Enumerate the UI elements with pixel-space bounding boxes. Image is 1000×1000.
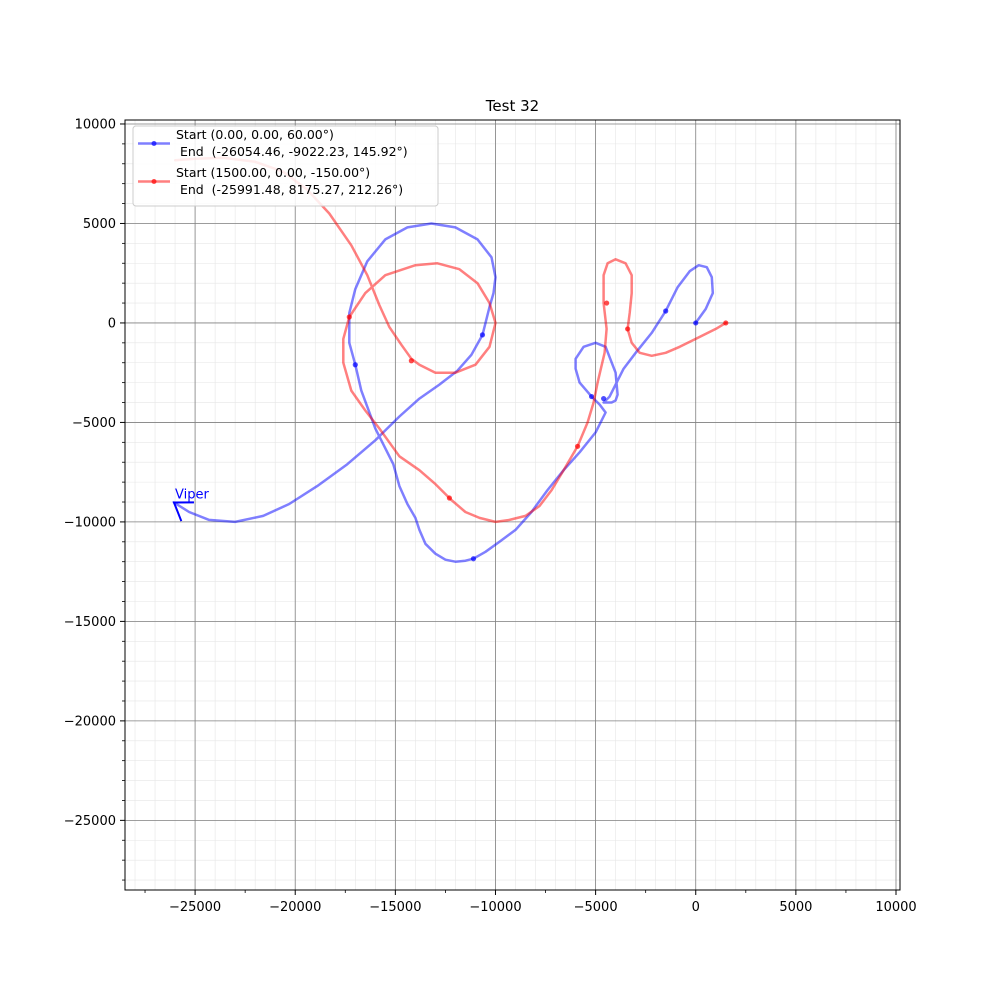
x-tick-label: −5000: [574, 900, 618, 915]
y-tick-label: −15000: [64, 615, 116, 630]
series-2-marker: [346, 314, 352, 320]
legend-label-series-1-end: End (-26054.46, -9022.23, 145.92°): [176, 144, 408, 159]
y-tick-label: −10000: [64, 515, 116, 530]
axis-ticks: −25000 −20000 −15000 −10000 −5000 0 5000 10000 1…: [64, 117, 917, 915]
x-tick-label: 10000: [875, 900, 916, 915]
chart-title: Test 32: [485, 97, 539, 115]
major-grid: [125, 120, 900, 890]
x-tick-label: −10000: [469, 900, 521, 915]
legend-swatch-marker-series-2: [151, 179, 157, 184]
series-2-marker: [604, 300, 610, 306]
series-1-marker: [693, 320, 699, 326]
y-tick-label: −5000: [72, 416, 116, 431]
series-1-marker: [479, 332, 486, 338]
legend-box: [132, 125, 439, 207]
series-2-marker: [408, 358, 414, 364]
series-2-marker: [574, 443, 581, 449]
y-tick-label: −20000: [64, 714, 116, 729]
legend: Start (0.00, 0.00, 60.00°) End (-26054.4…: [132, 125, 439, 207]
annotation-layer: Viper: [172, 487, 209, 522]
series-1-marker: [589, 393, 595, 400]
x-tick-label: −20000: [269, 900, 321, 915]
y-tick-label: 10000: [75, 117, 116, 132]
series-1-marker: [352, 362, 358, 368]
x-tick-label: 0: [692, 900, 700, 915]
legend-label-series-1-start: Start (0.00, 0.00, 60.00°): [176, 127, 334, 142]
y-tick-label: 5000: [83, 217, 116, 232]
series-2-trajectory: [173, 156, 728, 524]
x-tick-label: −25000: [169, 900, 221, 915]
series-layer: [172, 156, 729, 563]
y-tick-label: 0: [108, 316, 116, 331]
series-1-marker: [663, 308, 669, 314]
legend-label-series-2-start: Start (1500.00, 0.00, -150.00°): [176, 165, 370, 180]
legend-swatch-marker-series-1: [151, 141, 157, 146]
series-1-trajectory: [172, 222, 715, 563]
series-1-marker: [470, 556, 477, 562]
y-tick-label: −25000: [64, 814, 116, 829]
series-2-marker: [625, 326, 631, 332]
series-2-marker: [446, 495, 453, 501]
plot-frame: [124, 119, 901, 891]
x-tick-label: −15000: [369, 900, 421, 915]
series-2-marker: [723, 320, 729, 326]
legend-label-series-2-end: End (-25991.48, 8175.27, 212.26°): [176, 182, 403, 197]
annotation-label: Viper: [175, 487, 209, 502]
x-tick-label: 5000: [779, 900, 812, 915]
heading-arrow-icon: [172, 501, 194, 522]
series-1-marker: [601, 395, 607, 402]
